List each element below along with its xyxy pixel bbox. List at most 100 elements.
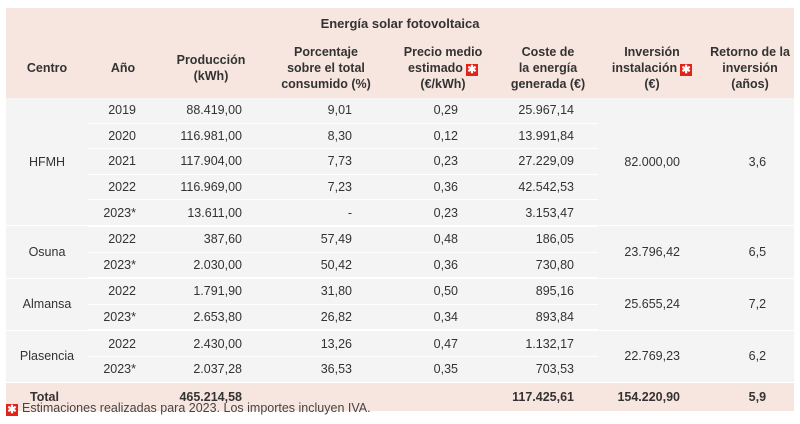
asterisk-star-icon: ✱ [465,64,478,76]
precio-cell: 0,50 [388,278,498,305]
total-produccion: 465.214,58 [158,382,264,411]
retorno-cell: 6,5 [706,225,795,279]
porcentaje-cell: 7,23 [264,174,388,201]
coste-cell: 893,84 [498,304,598,332]
precio-cell: 0,23 [388,148,498,175]
header-centro: Centro [6,38,88,98]
anio-cell: 2022 [88,174,158,201]
solar-energy-table-container: Energía solar fotovoltaica Centro Año Pr… [6,8,795,411]
table-row: Almansa 2022 1.791,90 31,80 0,50 895,16 … [6,278,795,331]
anio-cell: 2022 [88,278,158,305]
table-title: Energía solar fotovoltaica [6,8,795,38]
table-row: Plasencia 2022 2.430,00 13,26 0,47 1.132… [6,330,795,383]
anio-cell: 2021 [88,148,158,175]
produccion-cell: 387,60 [158,225,264,253]
anio-cell: 2023* [88,199,158,227]
produccion-cell: 88.419,00 [158,98,264,124]
coste-cell: 186,05 [498,225,598,253]
porcentaje-cell: 31,80 [264,278,388,305]
anio-cell: 2023* [88,356,158,383]
anio-cell: 2023* [88,304,158,332]
header-anio: Año [88,38,158,98]
footnote: ✱ Estimaciones realizadas para 2023. Los … [6,401,371,416]
table-row: HFMH 2019 88.419,00 9,01 0,29 25.967,14 … [6,98,795,227]
coste-cell: 895,16 [498,278,598,305]
precio-cell: 0,36 [388,174,498,201]
table-row: 2023* 2.030,00 50,42 0,36 730,80 [6,252,794,280]
table-row: 2020 116.981,00 8,30 0,12 13.991,84 [6,123,794,150]
header-porcentaje: Porcentaje sobre el total consumido (%) [264,38,388,98]
produccion-cell: 2.030,00 [158,252,264,280]
inversion-cell: 22.769,23 [598,330,706,383]
porcentaje-cell: 50,42 [264,252,388,280]
coste-cell: 703,53 [498,356,598,383]
solar-energy-table: Energía solar fotovoltaica Centro Año Pr… [6,8,795,411]
produccion-cell: 2.037,28 [158,356,264,383]
coste-cell: 25.967,14 [498,98,598,124]
coste-cell: 13.991,84 [498,123,598,150]
header-retorno: Retorno de la inversión (años) [706,38,795,98]
inversion-cell: 82.000,00 [598,98,706,227]
produccion-cell: 116.969,00 [158,174,264,201]
coste-cell: 3.153,47 [498,199,598,227]
table-row: 2023* 13.611,00 - 0,23 3.153,47 [6,199,794,227]
total-row: Total 465.214,58 117.425,61 154.220,90 5… [6,382,795,411]
anio-cell: 2022 [88,330,158,357]
asterisk-star-icon: ✱ [680,64,693,76]
anio-cell: 2020 [88,123,158,150]
porcentaje-cell: 57,49 [264,225,388,253]
precio-cell: 0,12 [388,123,498,150]
porcentaje-cell: 8,30 [264,123,388,150]
centro-cell: Almansa [6,278,88,331]
anio-cell: 2019 [88,98,158,124]
footnote-text: Estimaciones realizadas para 2023. Los i… [22,401,371,415]
total-inversion: 154.220,90 [598,382,706,411]
centro-cell: Osuna [6,225,88,279]
porcentaje-cell: 9,01 [264,98,388,124]
precio-cell: 0,34 [388,304,498,332]
table-row: 2023* 2.037,28 36,53 0,35 703,53 [6,356,794,383]
precio-cell: 0,35 [388,356,498,383]
retorno-cell: 3,6 [706,98,795,227]
porcentaje-cell: - [264,199,388,227]
anio-cell: 2023* [88,252,158,280]
coste-cell: 730,80 [498,252,598,280]
centro-cell: Plasencia [6,330,88,383]
table-row: 2021 117.904,00 7,73 0,23 27.229,09 [6,148,794,175]
table-row: Osuna 2022 387,60 57,49 0,48 186,05 23.7… [6,225,795,279]
header-produccion: Producción (kWh) [158,38,264,98]
produccion-cell: 1.791,90 [158,278,264,305]
produccion-cell: 13.611,00 [158,199,264,227]
inversion-cell: 25.655,24 [598,278,706,331]
header-coste: Coste de la energía generada (€) [498,38,598,98]
anio-cell: 2022 [88,225,158,253]
header-precio: Precio medio estimado ✱ (€/kWh) [388,38,498,98]
porcentaje-cell: 7,73 [264,148,388,175]
porcentaje-cell: 26,82 [264,304,388,332]
produccion-cell: 2.430,00 [158,330,264,357]
produccion-cell: 117.904,00 [158,148,264,175]
retorno-cell: 6,2 [706,330,795,383]
total-label: Total [6,382,88,411]
inversion-cell: 23.796,42 [598,225,706,279]
header-inversion: Inversión instalación ✱ (€) [598,38,706,98]
produccion-cell: 116.981,00 [158,123,264,150]
coste-cell: 42.542,53 [498,174,598,201]
porcentaje-cell: 13,26 [264,330,388,357]
precio-cell: 0,47 [388,330,498,357]
retorno-cell: 7,2 [706,278,795,331]
coste-cell: 27.229,09 [498,148,598,175]
total-coste: 117.425,61 [498,382,598,411]
porcentaje-cell: 36,53 [264,356,388,383]
produccion-cell: 2.653,80 [158,304,264,332]
precio-cell: 0,23 [388,199,498,227]
precio-cell: 0,29 [388,98,498,124]
precio-cell: 0,36 [388,252,498,280]
asterisk-star-icon: ✱ [6,404,18,416]
total-retorno: 5,9 [706,382,795,411]
centro-cell: HFMH [6,98,88,227]
table-row: 2022 116.969,00 7,23 0,36 42.542,53 [6,174,794,201]
table-row: 2023* 2.653,80 26,82 0,34 893,84 [6,304,794,332]
coste-cell: 1.132,17 [498,330,598,357]
precio-cell: 0,48 [388,225,498,253]
